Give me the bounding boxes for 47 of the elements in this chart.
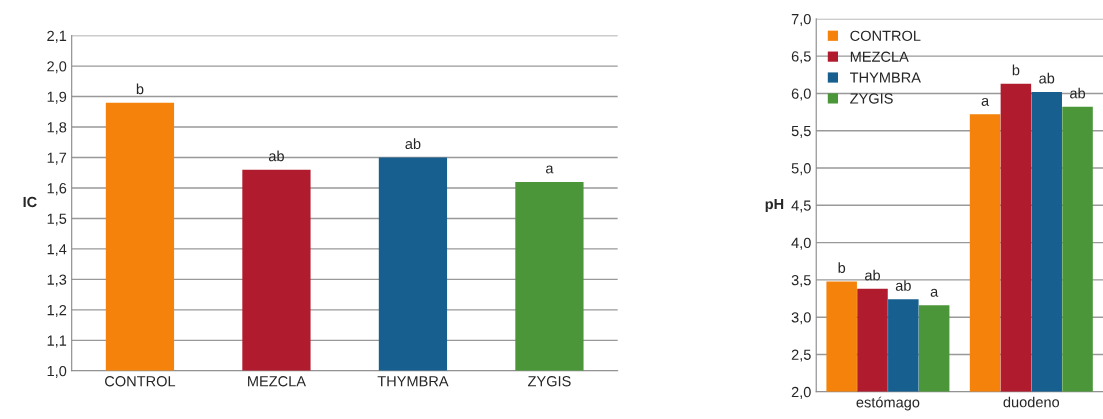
data-label: a xyxy=(981,97,990,106)
y-tick-label: 1,0 xyxy=(47,365,67,378)
data-label: a xyxy=(546,165,554,174)
y-axis-title: pH xyxy=(765,199,784,213)
y-tick-label: 3,5 xyxy=(791,274,811,288)
y-tick-label: 1,4 xyxy=(47,244,67,257)
y-tick-label: 2,0 xyxy=(47,61,67,74)
x-tick-label: ZYGIS xyxy=(528,376,571,387)
y-tick-label: 5,0 xyxy=(791,163,811,176)
y-tick-label: 7,0 xyxy=(791,13,811,27)
data-label: ab xyxy=(1070,87,1086,99)
y-tick-label: 1,8 xyxy=(47,122,67,135)
y-tick-label: 1,6 xyxy=(47,183,67,196)
y-tick-label: 1,1 xyxy=(47,335,67,348)
x-tick-label: THYMBRA xyxy=(377,376,449,387)
data-label: a xyxy=(930,288,939,297)
y-tick-label: 2,5 xyxy=(791,349,811,362)
y-tick-label: 4,0 xyxy=(791,237,811,250)
y-tick-label: 1,3 xyxy=(47,274,67,287)
data-label: ab xyxy=(1039,72,1055,84)
y-tick-label: 2,0 xyxy=(791,386,811,399)
data-label: ab xyxy=(895,280,911,291)
y-tick-label: 1,5 xyxy=(47,213,67,226)
y-tick-label: 3,0 xyxy=(791,312,811,325)
y-tick-label: 6,0 xyxy=(791,88,811,101)
x-tick-label: duodeno xyxy=(1003,396,1060,408)
data-label: b xyxy=(838,262,846,273)
x-tick-label: MEZCLA xyxy=(248,376,306,387)
y-tick-label: 6,5 xyxy=(791,51,811,64)
x-tick-label: CONTROL xyxy=(105,376,176,387)
y-tick-label: 5,5 xyxy=(791,125,811,138)
y-tick-label: 1,2 xyxy=(47,304,67,318)
y-tick-label: 2,1 xyxy=(47,30,67,43)
y-tick-label: 1,7 xyxy=(47,152,67,165)
data-label: b xyxy=(136,83,144,95)
y-tick-label: 1,9 xyxy=(47,91,67,104)
data-label: ab xyxy=(405,138,421,150)
data-label: ab xyxy=(865,269,880,281)
legend-label: MEZCLA xyxy=(850,51,909,62)
data-label: b xyxy=(1012,64,1020,76)
y-axis-title: IC xyxy=(23,196,37,208)
data-label: ab xyxy=(268,150,284,162)
x-tick-label: estómago xyxy=(856,396,920,411)
legend-label: THYMBRA xyxy=(849,72,921,83)
y-tick-label: 4,5 xyxy=(791,200,811,213)
legend-label: CONTROL xyxy=(850,30,921,41)
legend-label: ZYGIS xyxy=(850,93,893,104)
